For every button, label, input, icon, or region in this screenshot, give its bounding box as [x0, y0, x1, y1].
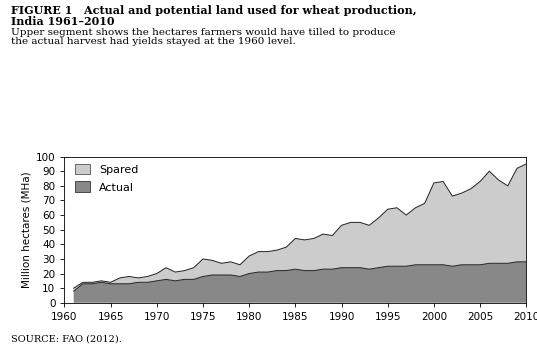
Text: FIGURE 1   Actual and potential land used for wheat production,: FIGURE 1 Actual and potential land used … — [11, 5, 416, 16]
Text: SOURCE: FAO (2012).: SOURCE: FAO (2012). — [11, 335, 121, 344]
Legend: Spared, Actual: Spared, Actual — [75, 164, 139, 192]
Text: Upper segment shows the hectares farmers would have tilled to produce: Upper segment shows the hectares farmers… — [11, 28, 395, 37]
Text: the actual harvest had yields stayed at the 1960 level.: the actual harvest had yields stayed at … — [11, 37, 295, 46]
Text: India 1961–2010: India 1961–2010 — [11, 16, 114, 27]
Y-axis label: Million hectares (MHa): Million hectares (MHa) — [21, 171, 32, 288]
